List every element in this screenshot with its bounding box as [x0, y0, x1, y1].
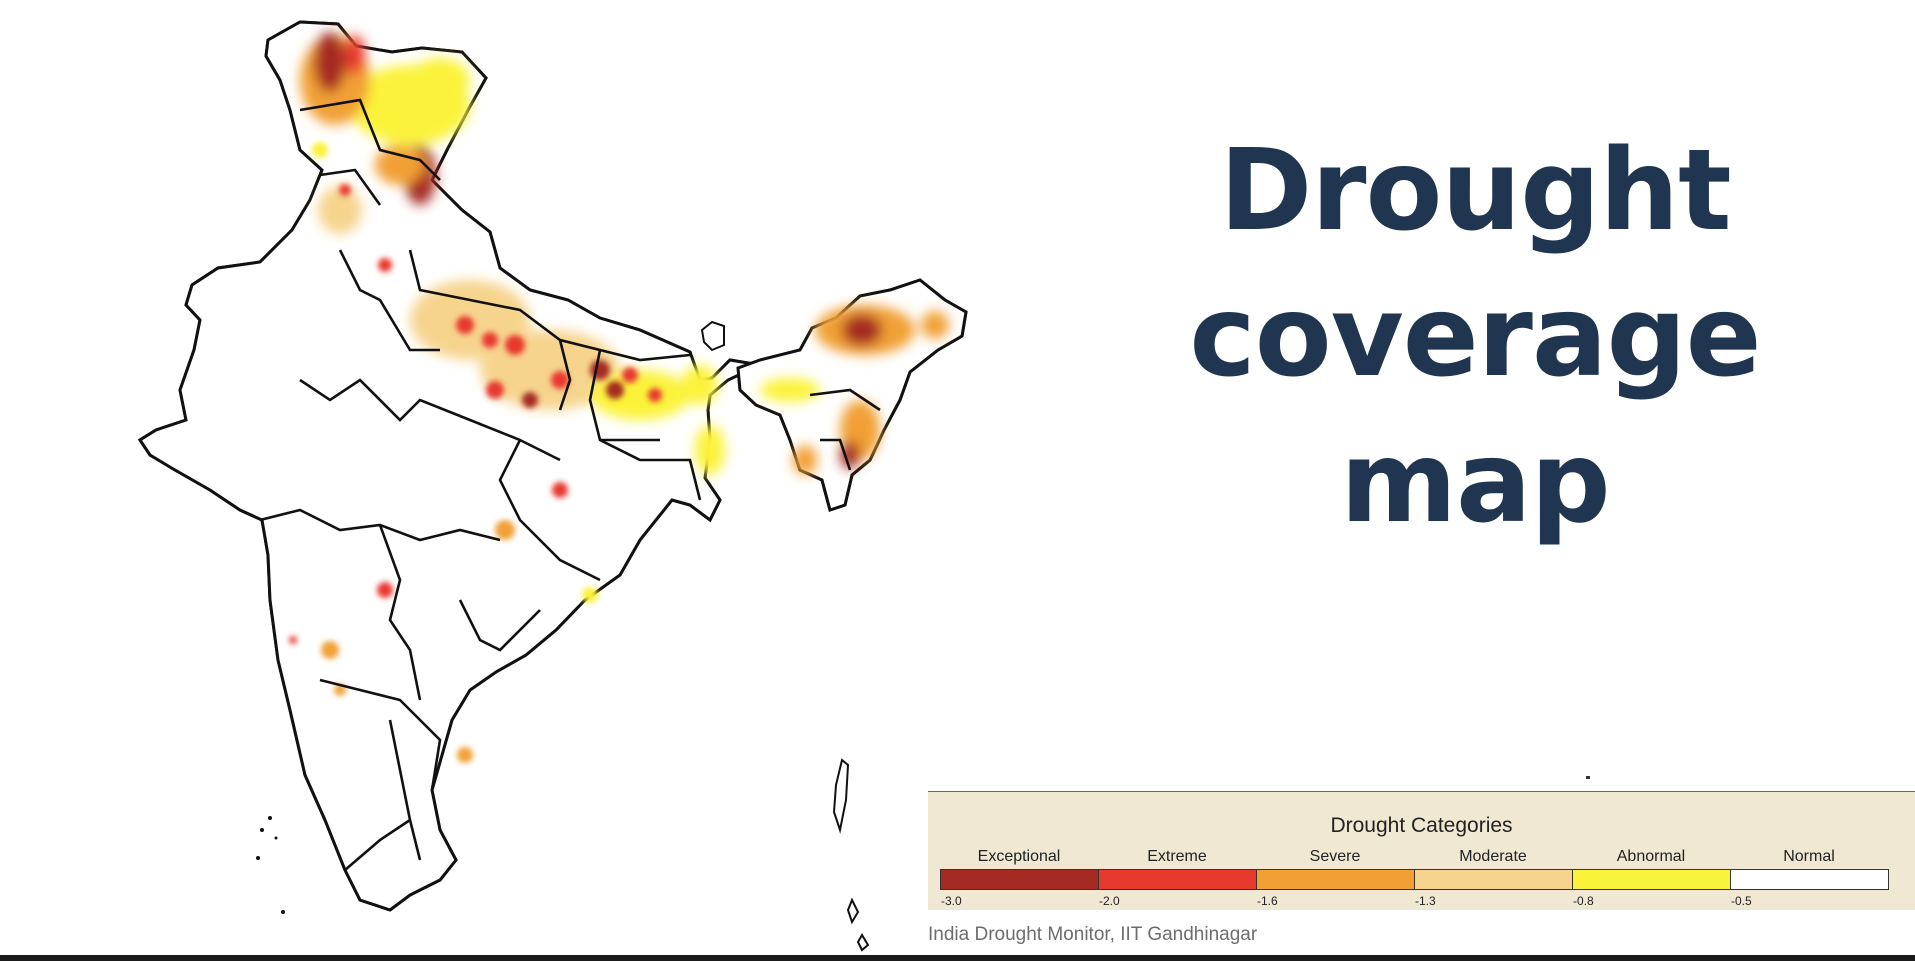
drought-hotspots [289, 32, 949, 763]
legend-title: Drought Categories [1330, 814, 1513, 837]
title-line-1: Drought [1219, 126, 1731, 256]
legend-swatch-extreme [1098, 869, 1257, 890]
legend-swatch-moderate [1414, 869, 1573, 890]
legend-label-moderate: Moderate [1459, 848, 1527, 865]
page-title: Drought coverage map [1140, 118, 1810, 556]
india-map-svg [137, 20, 968, 952]
legend-swatch-exceptional [940, 869, 1099, 890]
legend-tick: -2.0 [1099, 894, 1120, 908]
state-borders [259, 98, 881, 871]
title-line-2: coverage [1189, 272, 1761, 402]
stray-dot [1586, 776, 1590, 779]
lakshadweep-islands [256, 816, 285, 914]
legend-tick: -1.3 [1415, 894, 1436, 908]
title-line-3: map [1340, 418, 1610, 548]
drought-legend: Drought Categories Exceptional Extreme S… [928, 791, 1915, 910]
legend-swatch-abnormal [1572, 869, 1731, 890]
legend-label-abnormal: Abnormal [1616, 848, 1686, 865]
source-credit: India Drought Monitor, IIT Gandhinagar [928, 924, 1258, 945]
legend-label-severe: Severe [1309, 848, 1361, 865]
sikkim [700, 320, 725, 352]
legend-label-exceptional: Exceptional [977, 848, 1061, 865]
legend-label-normal: Normal [1783, 848, 1835, 865]
india-drought-map [137, 20, 968, 952]
legend-label-extreme: Extreme [1147, 848, 1207, 865]
andaman-nicobar-islands [832, 758, 870, 952]
legend-tick: -0.8 [1573, 894, 1594, 908]
legend-swatch-severe [1256, 869, 1415, 890]
legend-tick: -0.5 [1731, 894, 1752, 908]
legend-swatch-normal [1730, 869, 1889, 890]
legend-tick: -3.0 [941, 894, 962, 908]
bottom-bar [0, 955, 1915, 961]
legend-tick: -1.6 [1257, 894, 1278, 908]
